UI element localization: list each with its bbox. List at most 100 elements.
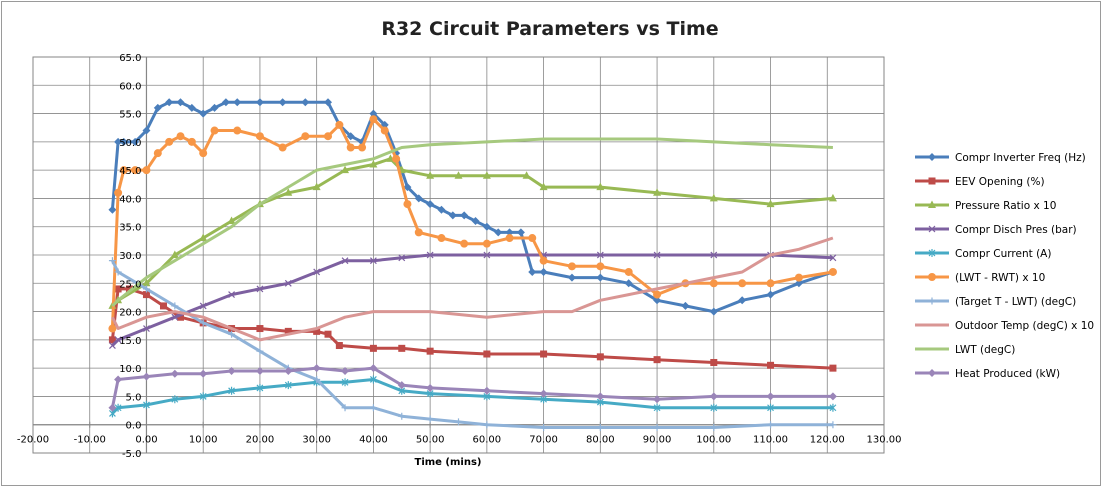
- data-point: [653, 251, 661, 259]
- data-point: [483, 421, 491, 429]
- data-point: [437, 205, 446, 214]
- series-7: [111, 236, 834, 342]
- legend-label: Heat Produced (kW): [955, 368, 1060, 380]
- data-point: [766, 279, 775, 288]
- y-tick-label: 15.0: [119, 336, 141, 347]
- legend-label: EEV Opening (%): [955, 176, 1045, 188]
- x-tick-label: 30.00: [302, 435, 331, 446]
- data-point: [482, 386, 491, 395]
- data-point: [228, 386, 235, 395]
- data-point: [114, 268, 122, 276]
- y-tick-label: 20.0: [119, 308, 141, 319]
- data-point: [143, 325, 150, 332]
- data-point: [199, 302, 207, 310]
- data-point: [312, 182, 321, 191]
- data-point: [460, 211, 469, 220]
- data-point: [482, 171, 491, 179]
- data-point: [528, 234, 537, 243]
- data-point: [709, 392, 718, 401]
- data-point: [187, 137, 196, 146]
- data-point: [256, 325, 264, 333]
- legend-marker: [928, 200, 936, 208]
- data-point: [596, 273, 605, 282]
- series-3: [109, 251, 837, 349]
- data-point: [228, 291, 235, 299]
- legend-label: (LWT - RWT) x 10: [955, 272, 1045, 284]
- data-point: [233, 126, 242, 135]
- series-9: [108, 364, 837, 412]
- data-point: [624, 267, 633, 276]
- data-point: [114, 285, 122, 293]
- data-point: [766, 290, 775, 299]
- y-tick-label: 50.0: [119, 138, 141, 149]
- data-point: [108, 336, 116, 344]
- data-point: [653, 188, 662, 196]
- data-point: [335, 120, 344, 129]
- x-tick-label: 130.00: [867, 435, 902, 446]
- data-point: [539, 182, 548, 191]
- data-point: [108, 205, 117, 214]
- data-point: [341, 366, 350, 375]
- data-point: [142, 291, 150, 299]
- x-tick-label: 110.00: [753, 435, 788, 446]
- legend-label: Compr Inverter Freq (Hz): [955, 152, 1086, 164]
- data-point: [653, 290, 662, 299]
- data-point: [369, 344, 377, 352]
- x-axis-title: Time (mins): [415, 457, 482, 468]
- data-point: [738, 296, 747, 305]
- data-point: [171, 313, 179, 321]
- data-point: [426, 415, 434, 423]
- data-point: [255, 132, 264, 141]
- data-point: [358, 143, 367, 152]
- x-tick-label: 40.00: [359, 435, 388, 446]
- data-point: [369, 364, 378, 373]
- data-point: [369, 257, 377, 265]
- data-point: [709, 279, 718, 288]
- series-group: [108, 98, 837, 432]
- data-point: [199, 392, 207, 401]
- data-point: [794, 273, 803, 282]
- x-tick-label: 90.00: [643, 435, 672, 446]
- data-point: [794, 279, 803, 288]
- data-point: [301, 98, 310, 107]
- data-point: [528, 267, 537, 276]
- data-point: [131, 137, 140, 146]
- series-line: [111, 137, 833, 307]
- data-point: [313, 268, 321, 276]
- data-point: [483, 350, 491, 358]
- data-point: [398, 344, 406, 352]
- data-point: [738, 279, 747, 288]
- data-point: [114, 375, 123, 384]
- data-point: [369, 109, 378, 118]
- data-point: [596, 424, 604, 432]
- data-point: [653, 356, 661, 364]
- data-point: [505, 234, 514, 243]
- data-point: [324, 98, 333, 107]
- y-tick-label: 35.0: [119, 223, 141, 234]
- data-point: [369, 375, 377, 384]
- data-point: [403, 183, 412, 192]
- data-point: [494, 228, 503, 237]
- x-tick-label: 20.00: [246, 435, 275, 446]
- legend-marker: [928, 273, 936, 281]
- data-point: [596, 353, 604, 361]
- data-point: [398, 254, 406, 262]
- data-point: [596, 262, 605, 271]
- data-point: [828, 267, 837, 276]
- data-point: [159, 302, 167, 310]
- data-point: [199, 233, 208, 242]
- data-point: [596, 182, 605, 191]
- data-point: [653, 296, 662, 305]
- x-tick-label: 60.00: [473, 435, 502, 446]
- data-point: [119, 137, 128, 146]
- data-point: [108, 257, 116, 265]
- data-point: [341, 257, 349, 265]
- data-point: [142, 372, 151, 381]
- y-tick-label: 55.0: [119, 110, 141, 121]
- data-point: [170, 250, 179, 258]
- series-line: [110, 117, 834, 329]
- data-point: [108, 403, 117, 412]
- legend-marker: [928, 225, 936, 233]
- series-5: [108, 115, 837, 333]
